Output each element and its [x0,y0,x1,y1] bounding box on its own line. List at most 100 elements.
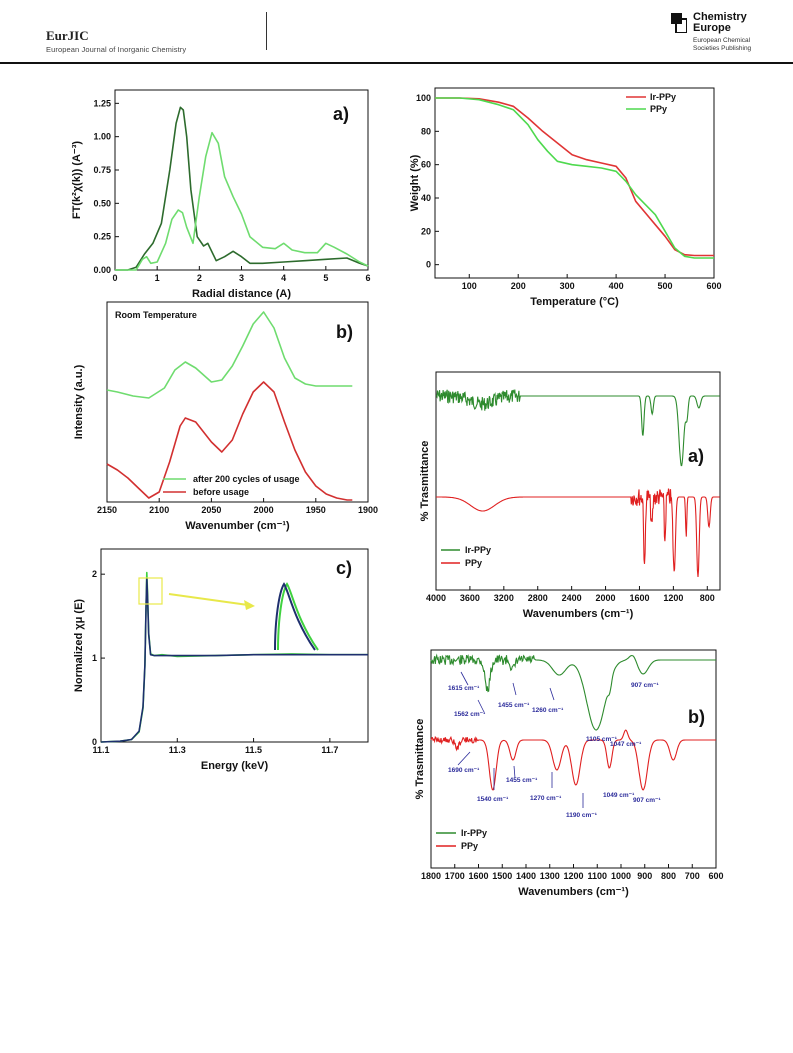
x-tick-label: 900 [637,871,652,881]
y-tick-label: 0 [426,260,431,270]
chemistry-europe-logo-icon [671,13,687,33]
series-line-0 [430,653,716,731]
annotation-arrow [512,682,517,696]
x-axis-label: Radial distance (A) [192,288,291,300]
annotation-label: 1260 cm⁻¹ [532,707,563,714]
chart-ir: 2150 2100 2050 2000 1950 1900 Wavenumber (cm⁻¹… [73,301,378,532]
x-tick-label: 600 [706,281,721,291]
annotation-label: 1562 cm⁻¹ [454,711,485,718]
x-tick-label: 1700 [445,871,465,881]
x-tick-label: 5 [323,273,328,283]
x-tick-label: 800 [661,871,676,881]
annotation-label: 907 cm⁻¹ [633,797,661,804]
legend-label: Ir-PPy [465,545,491,555]
y-tick-label: 0.25 [93,232,111,242]
y-tick-label: 0.00 [93,265,111,275]
annotation-label: 1270 cm⁻¹ [530,795,561,802]
annotation-label: 1190 cm⁻¹ [566,812,597,819]
panel-label: c) [336,558,352,578]
annotation-label: 1540 cm⁻¹ [477,796,508,803]
x-tick-label: 11.7 [321,745,338,755]
series-line-1 [115,131,369,271]
series-line-1 [435,97,714,259]
x-axis-label: Wavenumbers (cm⁻¹) [523,608,634,620]
y-tick-label: 0 [92,737,97,747]
annotation-arrow [457,751,471,766]
chart-ftir-a: 4000 3600 3200 2800 2400 2000 1600 1200 800 Waven… [419,371,721,620]
x-tick-label: 700 [685,871,700,881]
x-tick-label: 1400 [516,871,536,881]
x-tick-label: 1100 [587,871,607,881]
x-tick-label: 3600 [460,593,480,603]
y-axis-label: % Trasmittance [419,441,431,522]
annotation-label: 1105 cm⁻¹ [586,736,617,743]
panel-label: b) [688,707,705,727]
x-tick-label: 1600 [468,871,488,881]
x-tick-label: 0 [112,273,117,283]
y-tick-label: 80 [421,126,431,136]
legend-label: PPy [650,104,667,114]
journal-title: EurJIC [46,28,89,43]
annotation-arrow [460,671,469,686]
x-tick-label: 200 [511,281,526,291]
annotation-label: 1615 cm⁻¹ [448,685,479,692]
header-divider [266,12,267,50]
series-line-1 [100,577,368,743]
y-tick-label: 0.50 [93,198,111,208]
x-axis-label: Wavenumbers (cm⁻¹) [518,886,629,898]
legend-label: PPy [461,841,478,851]
x-tick-label: 500 [658,281,673,291]
x-axis-label: Energy (keV) [201,760,269,772]
x-tick-label: 2150 [97,505,117,515]
series-line-1 [106,381,353,501]
x-tick-label: 600 [708,871,723,881]
plot-frame [435,371,721,591]
x-tick-label: 11.5 [245,745,262,755]
y-axis-label: % Trasmittance [414,719,426,800]
annotation-label: 1455 cm⁻¹ [506,777,537,784]
x-tick-label: 1900 [358,505,378,515]
series-line-1 [436,488,720,578]
x-tick-label: 1000 [611,871,631,881]
chart-ftir-b: 1800 1700 1600 1500 1400 1300 1200 1100 1000 900 8… [414,649,724,898]
y-tick-label: 1.25 [93,98,111,108]
y-tick-label: 100 [416,93,431,103]
corner-text: Room Temperature [115,310,197,320]
page-header: EurJIC European Journal of Inorganic Che… [0,0,793,64]
chart-xanes: 11.1 11.3 11.5 11.7 0 1 2 Energy (keV) Normalize… [73,548,369,772]
y-tick-label: 20 [421,226,431,236]
publisher-subtitle: European Chemical Societies Publishing [693,37,752,52]
series-line-0 [435,97,714,257]
series-line-0 [106,311,353,399]
legend-label: Ir-PPy [461,828,487,838]
y-tick-label: 2 [92,569,97,579]
x-tick-label: 1200 [663,593,683,603]
x-tick-label: 2800 [528,593,548,603]
x-tick-label: 11.3 [169,745,186,755]
x-tick-label: 1800 [421,871,441,881]
annotation-label: 1455 cm⁻¹ [498,702,529,709]
series-line-0 [115,106,369,271]
x-tick-label: 3 [239,273,244,283]
annotation-arrow [549,687,555,701]
y-tick-label: 1.00 [93,132,111,142]
zoom-arrow-head [244,600,255,610]
annotation-label: 1690 cm⁻¹ [448,767,479,774]
annotation-arrow [477,699,485,713]
y-tick-label: 0.75 [93,165,111,175]
series-line-0 [435,389,720,467]
x-tick-label: 4000 [426,593,446,603]
x-axis-label: Temperature (°C) [530,296,619,308]
plot-frame [106,301,369,503]
panel-label: a) [333,104,349,124]
x-tick-label: 1950 [306,505,326,515]
annotation-label: 1049 cm⁻¹ [603,792,634,799]
y-tick-label: 1 [92,653,97,663]
x-tick-label: 2000 [596,593,616,603]
x-tick-label: 300 [560,281,575,291]
y-axis-label: Intensity (a.u.) [73,364,85,439]
annotation-label: 907 cm⁻¹ [631,682,659,689]
x-tick-label: 3200 [494,593,514,603]
x-tick-label: 2100 [149,505,169,515]
x-tick-label: 2050 [201,505,221,515]
